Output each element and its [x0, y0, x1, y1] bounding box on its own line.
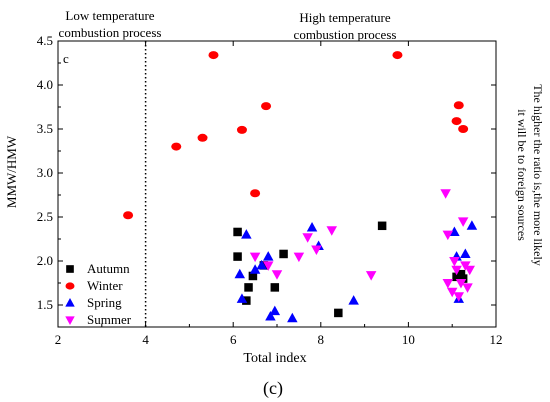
- winter-point: [208, 51, 219, 60]
- summer-point: [440, 189, 451, 199]
- figure-label: (c): [263, 378, 283, 399]
- spring-point: [236, 293, 248, 303]
- spring-point: [262, 251, 274, 261]
- autumn-point: [233, 252, 242, 261]
- autumn-point: [242, 296, 251, 305]
- summer-point: [464, 265, 475, 276]
- y-tick-label: 3.0: [37, 165, 53, 180]
- summer-point: [302, 233, 313, 243]
- winter-point: [451, 117, 462, 126]
- y-tick-label: 2.5: [37, 209, 53, 224]
- x-tick-label: 12: [490, 332, 503, 347]
- spring-point: [234, 268, 246, 279]
- x-tick-label: 8: [318, 332, 325, 347]
- winter-point: [236, 125, 247, 134]
- y-tick-label: 3.5: [37, 121, 53, 136]
- legend-winter-label: Winter: [87, 278, 123, 293]
- legend-summer-marker: [65, 316, 75, 325]
- autumn-point: [244, 283, 253, 292]
- y-tick-label: 4.0: [37, 77, 53, 92]
- legend-winter-marker: [65, 282, 75, 290]
- summer-point: [365, 271, 377, 281]
- x-tick-label: 2: [55, 332, 62, 347]
- spring-point: [466, 220, 478, 230]
- autumn-point: [334, 308, 343, 318]
- panel-label: c: [63, 51, 69, 66]
- x-tick-label: 6: [230, 332, 237, 347]
- low-temp-label-line2: combustion process: [59, 25, 162, 40]
- high-temp-label-line1: High temperature: [299, 10, 391, 25]
- x-tick-label: 10: [402, 332, 415, 347]
- spring-point: [460, 248, 471, 258]
- autumn-point: [279, 249, 288, 259]
- legend-summer-label: Summer: [87, 312, 132, 327]
- summer-point: [453, 292, 465, 302]
- spring-point: [449, 226, 460, 236]
- summer-point: [451, 265, 462, 276]
- right-annotation-line2: it will be to foreign sources: [515, 109, 529, 241]
- summer-point: [455, 279, 467, 289]
- x-tick-label: 4: [142, 332, 149, 347]
- summer-point: [446, 287, 458, 298]
- spring-point: [256, 259, 267, 270]
- summer-point: [457, 217, 469, 227]
- summer-point: [449, 257, 460, 267]
- spring-point: [265, 310, 276, 321]
- y-tick-label: 4.5: [37, 33, 53, 48]
- autumn-point: [452, 272, 461, 282]
- summer-point: [249, 252, 261, 263]
- summer-point: [326, 226, 337, 236]
- spring-point: [249, 264, 261, 274]
- right-annotation-line1: The higher the ratio is,the more likely: [531, 84, 545, 266]
- winter-point: [197, 133, 208, 142]
- autumn-point: [248, 271, 258, 281]
- winter-point: [453, 101, 464, 110]
- spring-point: [348, 295, 359, 305]
- legend-spring-marker: [65, 298, 75, 307]
- y-axis-label: MMW/HMW: [4, 135, 19, 208]
- summer-point: [271, 270, 283, 280]
- winter-point: [392, 51, 403, 60]
- legend-autumn-marker: [66, 265, 74, 273]
- legend-autumn-label: Autumn: [87, 261, 130, 276]
- autumn-point: [458, 274, 468, 283]
- summer-point: [442, 279, 454, 289]
- legend-spring-label: Spring: [87, 295, 122, 310]
- spring-point: [306, 222, 318, 232]
- spring-point: [287, 312, 298, 323]
- winter-point: [261, 102, 272, 111]
- autumn-point: [270, 283, 280, 292]
- summer-point: [462, 283, 473, 293]
- autumn-point: [233, 227, 242, 237]
- winter-point: [250, 189, 261, 198]
- autumn-point: [456, 269, 466, 279]
- spring-point: [241, 229, 252, 239]
- high-temp-label-line2: combustion process: [294, 27, 397, 42]
- winter-point: [123, 211, 134, 220]
- autumn-point: [377, 221, 387, 231]
- summer-point: [311, 245, 322, 256]
- y-tick-label: 2.0: [37, 253, 53, 268]
- summer-point: [293, 252, 305, 263]
- y-tick-label: 1.5: [37, 297, 53, 312]
- winter-point: [458, 125, 469, 133]
- plot-layer: 2 4 6 8 10 12 1.5 2.0 2.5 3.0 3.5 4.0 4.5 Autumn Winte…: [37, 33, 503, 347]
- x-axis-label: Total index: [243, 351, 306, 366]
- text-layer: c Total index MMW/HMW Low temperature co…: [4, 8, 545, 399]
- low-temp-label-line1: Low temperature: [65, 8, 154, 23]
- winter-point: [171, 142, 182, 151]
- summer-point: [262, 261, 274, 271]
- summer-point: [442, 230, 454, 241]
- spring-point: [269, 305, 281, 316]
